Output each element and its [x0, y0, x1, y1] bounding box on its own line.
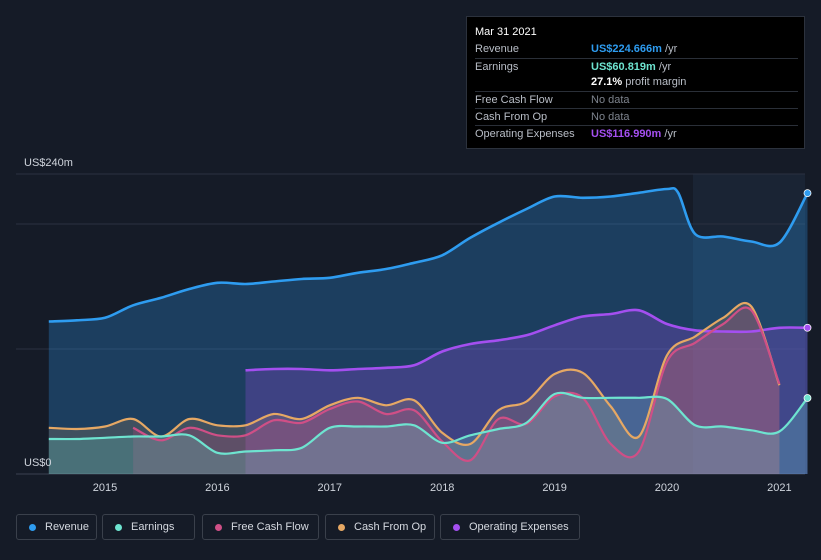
- tooltip-revenue-value: US$224.666m: [591, 43, 662, 55]
- legend-dot-opex-icon: [453, 523, 460, 531]
- legend-label-revenue: Revenue: [45, 521, 90, 533]
- legend-item-cash-from-op[interactable]: Cash From Op: [325, 514, 435, 540]
- marker-revenue: [803, 189, 812, 198]
- tooltip-margin-label: profit margin: [625, 76, 687, 88]
- x-tick-label: 2018: [430, 482, 454, 494]
- legend-dot-revenue-icon: [29, 523, 36, 531]
- tooltip-row-revenue: Revenue US$224.666m /yr: [475, 41, 798, 57]
- grid-lines: [16, 173, 805, 475]
- legend-item-free-cash-flow[interactable]: Free Cash Flow: [202, 514, 319, 540]
- marker-operating-expenses: [803, 323, 812, 332]
- tooltip-row-fcf: Free Cash Flow No data: [475, 91, 798, 108]
- data-tooltip: Mar 31 2021 Revenue US$224.666m /yr Earn…: [466, 16, 805, 149]
- tooltip-row-margin: 27.1% profit margin: [475, 74, 798, 90]
- legend-label-operating-expenses: Operating Expenses: [469, 521, 569, 533]
- tooltip-revenue-label: Revenue: [475, 43, 520, 55]
- area-operating-expenses: [245, 309, 808, 474]
- line-cash-from-op: [48, 301, 781, 446]
- tooltip-date: Mar 31 2021: [475, 26, 537, 38]
- y-axis-bottom-label: US$0: [24, 457, 52, 469]
- area-cash-from-op: [48, 303, 780, 474]
- tooltip-row-earnings: Earnings US$60.819m /yr: [475, 58, 798, 75]
- tooltip-row-cfo: Cash From Op No data: [475, 108, 798, 125]
- tooltip-opex-value: US$116.990m: [591, 128, 662, 140]
- tooltip-opex-unit: /yr: [664, 128, 677, 140]
- tooltip-margin-value: 27.1%: [591, 76, 623, 88]
- line-revenue: [48, 186, 809, 323]
- legend-label-earnings: Earnings: [131, 521, 175, 533]
- x-tick-label: 2015: [93, 482, 117, 494]
- legend-label-free-cash-flow: Free Cash Flow: [231, 521, 309, 533]
- series-end-markers: [803, 189, 812, 402]
- tooltip-fcf-label: Free Cash Flow: [475, 94, 553, 106]
- legend-dot-earnings-icon: [115, 523, 122, 531]
- tooltip-earnings-label: Earnings: [475, 61, 519, 73]
- line-earnings: [48, 391, 809, 455]
- legend-item-operating-expenses[interactable]: Operating Expenses: [440, 514, 580, 540]
- x-tick-label: 2017: [318, 482, 342, 494]
- x-tick-label: 2019: [542, 482, 566, 494]
- marker-earnings: [803, 394, 812, 402]
- tooltip-revenue-unit: /yr: [665, 43, 678, 55]
- tooltip-row-opex: Operating Expenses US$116.990m /yr: [475, 125, 798, 142]
- legend-dot-cfo-icon: [338, 523, 345, 531]
- x-tick-label: 2021: [767, 482, 791, 494]
- area-revenue: [48, 188, 808, 474]
- line-free-cash-flow: [132, 306, 781, 462]
- tooltip-cfo-value: No data: [591, 111, 630, 123]
- legend-item-earnings[interactable]: Earnings: [102, 514, 195, 540]
- legend-dot-fcf-icon: [215, 523, 222, 531]
- tooltip-earnings-value: US$60.819m: [591, 61, 656, 73]
- legend-label-cash-from-op: Cash From Op: [354, 521, 427, 533]
- area-free-cash-flow: [133, 307, 780, 474]
- legend-item-revenue[interactable]: Revenue: [16, 514, 97, 540]
- tooltip-cfo-label: Cash From Op: [475, 111, 548, 123]
- x-tick-label: 2020: [655, 482, 679, 494]
- x-axis-ticks: 2015 2016 2017 2018 2019 2020 2021: [93, 482, 792, 494]
- y-axis-top-label: US$240m: [24, 157, 73, 169]
- tooltip-fcf-value: No data: [591, 94, 630, 106]
- tooltip-opex-label: Operating Expenses: [475, 128, 575, 140]
- tooltip-earnings-unit: /yr: [658, 61, 672, 73]
- area-earnings: [48, 392, 808, 474]
- x-tick-label: 2016: [205, 482, 229, 494]
- series-areas: [48, 188, 808, 474]
- series-lines: [48, 186, 809, 462]
- line-operating-expenses: [245, 308, 808, 372]
